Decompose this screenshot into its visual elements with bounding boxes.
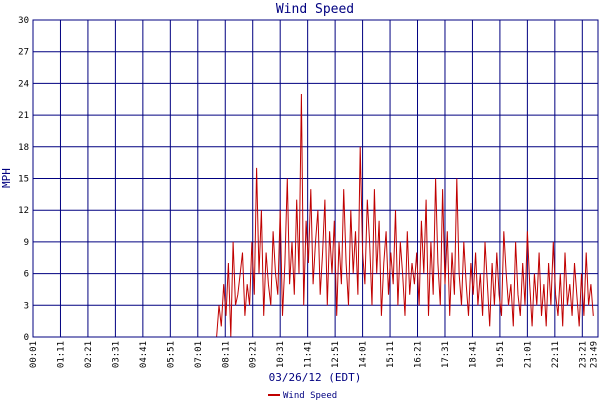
x-tick-label: 18:41 — [468, 341, 478, 368]
x-tick-label: 08:11 — [221, 341, 231, 368]
x-tick-label: 12:51 — [331, 341, 341, 368]
x-tick-label: 04:41 — [139, 341, 149, 368]
chart-title: Wind Speed — [276, 2, 354, 17]
x-tick-label: 03:31 — [111, 341, 121, 368]
y-axis-label: MPH — [0, 168, 13, 188]
x-tick-label: 23:49 — [589, 341, 599, 368]
x-tick-label: 15:11 — [386, 341, 396, 368]
series-group — [33, 93, 594, 338]
y-tick-label: 12 — [18, 206, 29, 216]
x-tick-label: 22:11 — [551, 341, 561, 368]
plot-frame — [32, 19, 599, 338]
x-tick-label: 07:01 — [194, 341, 204, 368]
y-tick-label: 15 — [18, 175, 29, 185]
x-axis-ticks: 00:01 01:11 02:21 03:31 04:41 05:51 07:01 08:11… — [29, 341, 599, 368]
x-tick-label: 11:41 — [304, 341, 314, 368]
x-tick-label: 14:01 — [359, 341, 369, 368]
y-tick-label: 9 — [24, 238, 29, 248]
y-axis-ticks: 0 3 6 9 12 15 18 21 24 27 30 — [18, 16, 29, 343]
legend-label: Wind Speed — [283, 391, 337, 400]
x-tick-label: 16:21 — [414, 341, 424, 368]
y-tick-label: 30 — [18, 16, 29, 26]
y-tick-label: 6 — [24, 270, 29, 280]
x-tick-label: 05:51 — [166, 341, 176, 368]
x-tick-label: 10:31 — [276, 341, 286, 368]
y-tick-label: 0 — [24, 333, 29, 343]
x-tick-label: 02:21 — [84, 341, 94, 368]
y-tick-label: 18 — [18, 143, 29, 153]
series-line-wind-speed — [33, 93, 594, 338]
y-tick-label: 24 — [18, 79, 29, 89]
x-tick-label: 23:21 — [578, 341, 588, 368]
x-axis-label: 03/26/12 (EDT) — [269, 371, 362, 384]
y-tick-label: 27 — [18, 48, 29, 58]
x-tick-label: 21:01 — [523, 341, 533, 368]
legend: Wind Speed — [268, 391, 337, 400]
x-tick-label: 09:21 — [249, 341, 259, 368]
y-tick-label: 3 — [24, 301, 29, 311]
x-tick-label: 01:11 — [56, 341, 66, 368]
x-tick-label: 00:01 — [29, 341, 39, 368]
x-tick-label: 19:51 — [496, 341, 506, 368]
y-tick-label: 21 — [18, 111, 29, 121]
x-tick-label: 17:31 — [441, 341, 451, 368]
